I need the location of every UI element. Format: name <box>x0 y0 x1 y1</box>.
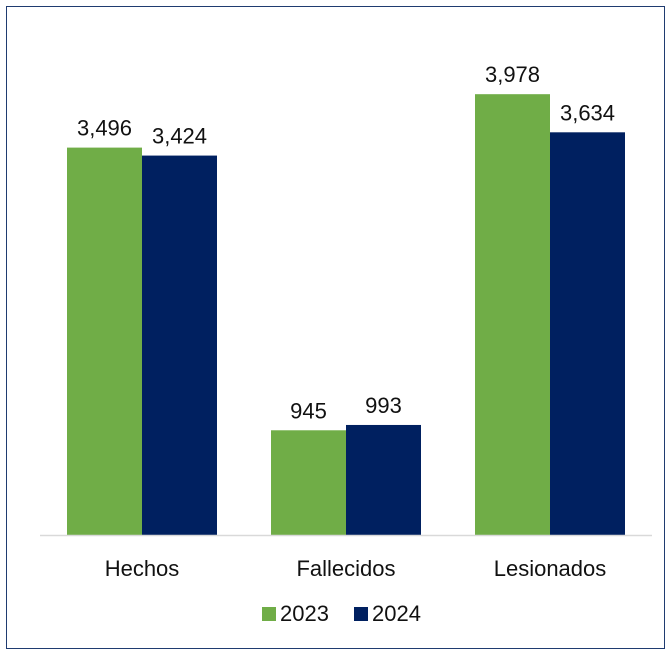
bar-fallecidos-2024 <box>346 424 421 535</box>
legend-label-2024: 2024 <box>372 601 421 626</box>
bar-hechos-2024 <box>142 155 217 535</box>
legend-swatch-2024 <box>354 607 368 621</box>
data-label-hechos-2023: 3,496 <box>77 116 132 141</box>
legend-swatch-2023 <box>262 607 276 621</box>
bar-lesionados-2024 <box>550 132 625 535</box>
data-label-lesionados-2023: 3,978 <box>485 62 540 87</box>
data-label-hechos-2024: 3,424 <box>152 124 207 149</box>
bar-lesionados-2023 <box>475 94 550 536</box>
bar-fallecidos-2023 <box>271 430 346 535</box>
category-label-hechos: Hechos <box>105 556 180 581</box>
data-label-lesionados-2024: 3,634 <box>560 100 615 125</box>
data-label-fallecidos-2024: 993 <box>365 393 402 418</box>
data-label-fallecidos-2023: 945 <box>290 398 327 423</box>
category-label-fallecidos: Fallecidos <box>296 556 395 581</box>
legend-label-2023: 2023 <box>280 601 329 626</box>
bar-hechos-2023 <box>67 147 142 536</box>
category-label-lesionados: Lesionados <box>494 556 607 581</box>
